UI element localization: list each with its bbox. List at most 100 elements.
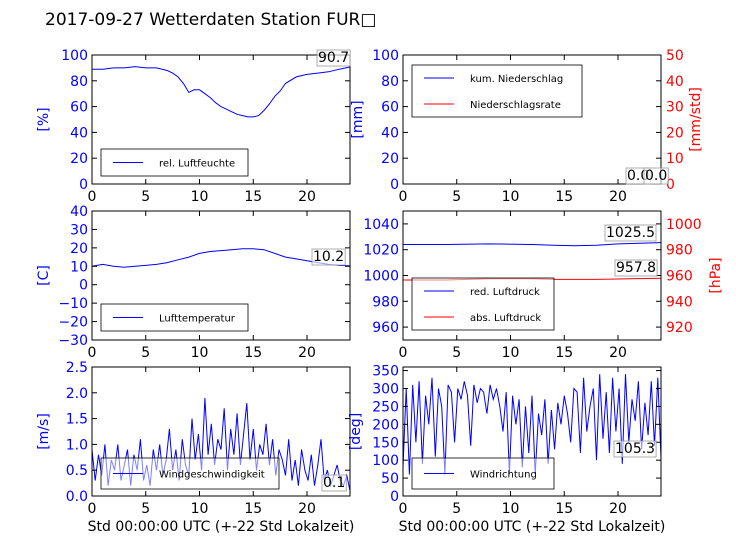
x-tick-label: 20 bbox=[298, 189, 316, 205]
panel-4: 0 5 10 15 20 960 980 1000 1020 1040 920 940 960 980 10… bbox=[363, 210, 724, 361]
y-tick-label: 100 bbox=[61, 48, 88, 64]
y-tick-label: −20 bbox=[58, 315, 88, 331]
x-tick-label: 20 bbox=[609, 345, 627, 361]
x-tick-label: 10 bbox=[502, 501, 520, 517]
plot-frame bbox=[402, 54, 662, 185]
chart-title: 2017-09-27 Wetterdaten Station FUR□ bbox=[45, 10, 376, 30]
last-value-box bbox=[321, 474, 347, 492]
panel-1: 0 5 10 15 20 0 20 40 60 80 100 [%] rel. Luftfeuchte 9… bbox=[36, 48, 351, 205]
legend-label: Niederschlagsrate bbox=[470, 100, 561, 111]
legend-label: Windrichtung bbox=[470, 470, 537, 481]
y-tick-label: 1020 bbox=[363, 243, 399, 259]
panel-3: 0 5 10 15 20 −30 −20 −10 0 10 20 30 40 [C] Lufttempera… bbox=[36, 204, 351, 361]
x-tick-label: 10 bbox=[191, 345, 209, 361]
x-tick-label: 20 bbox=[298, 345, 316, 361]
y-tick-label: 40 bbox=[70, 204, 88, 220]
legend-label: abs. Luftdruck bbox=[470, 313, 541, 324]
y-tick-label: 100 bbox=[372, 48, 399, 64]
last-value-label: 0.1 bbox=[323, 475, 345, 491]
y-tick-label: 250 bbox=[372, 399, 399, 415]
y-tick-label: 100 bbox=[372, 453, 399, 469]
series-line-3-1 bbox=[91, 248, 351, 268]
y-tick-label: 1000 bbox=[363, 269, 399, 285]
y-tick-label: 60 bbox=[381, 100, 399, 116]
y-tick-label: 1.0 bbox=[66, 437, 88, 453]
last-value-box bbox=[614, 259, 658, 277]
legend-box bbox=[411, 64, 583, 118]
x-tick-label: 15 bbox=[244, 501, 262, 517]
x-tick-label: 20 bbox=[609, 501, 627, 517]
y-tick-label: 960 bbox=[372, 320, 399, 336]
legend-label: rel. Luftfeuchte bbox=[159, 159, 235, 170]
y-tick-label: 20 bbox=[70, 151, 88, 167]
y-tick-label: 150 bbox=[372, 435, 399, 451]
x-tick-label: 5 bbox=[141, 189, 150, 205]
x-tick-label: 5 bbox=[452, 501, 461, 517]
last-value-label: 1025.5 bbox=[606, 225, 655, 241]
y-tick-label: 300 bbox=[372, 382, 399, 398]
legend-label: Lufttemperatur bbox=[159, 314, 236, 325]
y-tick-label: 0.0 bbox=[66, 489, 88, 505]
y-right-tick-label: 940 bbox=[666, 294, 693, 310]
y-right-tick-label: 40 bbox=[666, 74, 684, 90]
y-right-tick-label: 20 bbox=[666, 125, 684, 141]
x-tick-label: 10 bbox=[502, 345, 520, 361]
y-tick-label: 40 bbox=[381, 125, 399, 141]
y-tick-label: 980 bbox=[372, 294, 399, 310]
y-tick-label: 40 bbox=[70, 125, 88, 141]
x-tick-label: 5 bbox=[452, 345, 461, 361]
plot-frame bbox=[91, 366, 351, 497]
series-line-1-1 bbox=[92, 66, 351, 118]
x-tick-label: 0 bbox=[88, 345, 97, 361]
y-tick-label: 60 bbox=[70, 100, 88, 116]
y-tick-label: 2.0 bbox=[66, 386, 88, 402]
y-tick-label: 80 bbox=[70, 74, 88, 90]
y-tick-label: −10 bbox=[58, 296, 88, 312]
y-tick-label: 20 bbox=[70, 241, 88, 257]
last-value-box bbox=[311, 248, 346, 266]
x-tick-label: 0 bbox=[88, 501, 97, 517]
y-tick-label: 1.5 bbox=[66, 412, 88, 428]
legend-label: Windgeschwindigkeit bbox=[159, 470, 265, 481]
x-tick-label: 10 bbox=[191, 189, 209, 205]
last-value-box bbox=[643, 167, 669, 185]
x-tick-label: 5 bbox=[141, 345, 150, 361]
y-tick-label: 50 bbox=[381, 471, 399, 487]
y-right-axis-label: [mm/std] bbox=[688, 87, 704, 152]
x-tick-label: 10 bbox=[502, 189, 520, 205]
y-tick-label: 0 bbox=[79, 278, 88, 294]
y-tick-label: 20 bbox=[381, 151, 399, 167]
last-value-label: 0.0 bbox=[645, 168, 667, 184]
last-value-box bbox=[613, 440, 657, 458]
y-right-tick-label: 0 bbox=[666, 177, 675, 193]
plot-frame bbox=[91, 210, 351, 341]
x-tick-label: 15 bbox=[555, 189, 573, 205]
last-value-label: 10.2 bbox=[313, 249, 344, 265]
y-axis-label: [m/s] bbox=[36, 413, 52, 450]
plot-frame bbox=[91, 54, 351, 185]
panel-2: 0 5 10 15 20 0 20 40 60 80 100 0 10 20 30 40 50 [mm] [mm/s… bbox=[350, 48, 704, 205]
y-right-tick-label: 980 bbox=[666, 243, 693, 259]
x-axis-label: Std 00:00:00 UTC (+-22 Std Lokalzeit) bbox=[88, 519, 355, 535]
last-value-label: 105.3 bbox=[615, 441, 655, 457]
x-tick-label: 5 bbox=[141, 501, 150, 517]
y-tick-label: 1040 bbox=[363, 217, 399, 233]
y-right-tick-label: 920 bbox=[666, 320, 693, 336]
y-right-tick-label: 10 bbox=[666, 151, 684, 167]
series-line-4-1 bbox=[403, 242, 662, 247]
x-tick-label: 0 bbox=[399, 189, 408, 205]
y-axis-label: [%] bbox=[36, 107, 52, 131]
y-tick-label: 200 bbox=[372, 417, 399, 433]
legend-box bbox=[411, 277, 555, 331]
last-value-box bbox=[604, 224, 657, 242]
x-tick-label: 0 bbox=[399, 501, 408, 517]
panel-5: 0 5 10 15 20 0.0 0.5 1.0 1.5 2.0 2.5 [m/s] Std 00:00… bbox=[36, 360, 354, 535]
series-line-6-1 bbox=[402, 374, 662, 475]
x-tick-label: 20 bbox=[298, 501, 316, 517]
y-tick-label: 0 bbox=[390, 177, 399, 193]
plot-frame bbox=[402, 366, 662, 497]
y-tick-label: 10 bbox=[70, 259, 88, 275]
legend-label: red. Luftdruck bbox=[470, 287, 540, 298]
